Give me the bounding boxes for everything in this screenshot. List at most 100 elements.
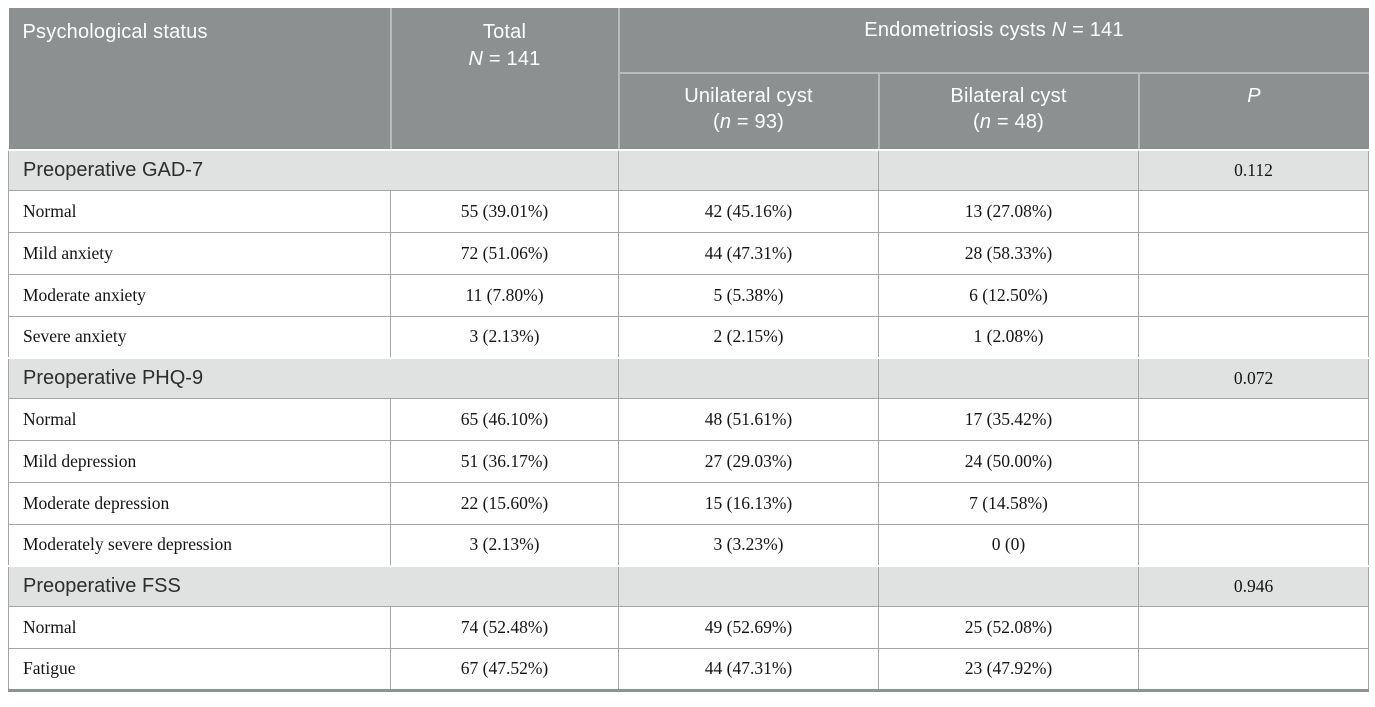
header-bilateral-n: n bbox=[979, 111, 992, 133]
cell-total: 3 (2.13%) bbox=[390, 523, 619, 567]
cell-unilateral: 42 (45.16%) bbox=[618, 189, 879, 233]
table-row: Severe anxiety 3 (2.13%) 2 (2.15%) 1 (2.… bbox=[8, 315, 1370, 359]
row-label: Moderate depression bbox=[8, 481, 391, 525]
header-psychological-status: Psychological status bbox=[8, 8, 392, 151]
cell-bilateral: 7 (14.58%) bbox=[878, 481, 1139, 525]
section-empty-bilateral bbox=[878, 357, 1139, 399]
section-label: Preoperative FSS bbox=[8, 565, 619, 607]
table-row: Fatigue 67 (47.52%) 44 (47.31%) 23 (47.9… bbox=[8, 647, 1370, 692]
row-label: Mild depression bbox=[8, 439, 391, 483]
cell-p bbox=[1137, 397, 1370, 441]
cell-unilateral: 27 (29.03%) bbox=[618, 439, 879, 483]
cell-p bbox=[1137, 189, 1370, 233]
row-label: Normal bbox=[8, 189, 391, 233]
section-row-phq9: Preoperative PHQ-9 0.072 bbox=[8, 357, 1370, 399]
cell-total: 11 (7.80%) bbox=[390, 273, 619, 317]
cell-bilateral: 25 (52.08%) bbox=[878, 605, 1139, 649]
header-row-1: Psychological status Total N = 141 Endom… bbox=[8, 8, 1369, 151]
cell-bilateral: 24 (50.00%) bbox=[878, 439, 1139, 483]
header-p-label: P bbox=[1247, 85, 1261, 107]
table-body: Preoperative GAD-7 0.112 Normal 55 (39.0… bbox=[8, 149, 1370, 692]
header-total: Total N = 141 bbox=[390, 8, 620, 151]
cell-unilateral: 44 (47.31%) bbox=[618, 647, 879, 692]
header-p: P bbox=[1138, 73, 1369, 151]
cell-p bbox=[1137, 439, 1370, 483]
cell-total: 55 (39.01%) bbox=[390, 189, 619, 233]
section-empty-unilateral bbox=[618, 149, 879, 191]
table-row: Mild depression 51 (36.17%) 27 (29.03%) … bbox=[8, 439, 1370, 483]
cell-bilateral: 6 (12.50%) bbox=[878, 273, 1139, 317]
section-empty-bilateral bbox=[878, 565, 1139, 607]
header-unilateral-n-line: (n = 93) bbox=[621, 109, 877, 135]
section-row-gad7: Preoperative GAD-7 0.112 bbox=[8, 149, 1370, 191]
cell-bilateral: 1 (2.08%) bbox=[878, 315, 1139, 359]
table-header: Psychological status Total N = 141 Endom… bbox=[8, 8, 1369, 151]
paren-open: ( bbox=[972, 111, 980, 133]
row-label: Moderate anxiety bbox=[8, 273, 391, 317]
cell-unilateral: 44 (47.31%) bbox=[618, 231, 879, 275]
cell-total: 65 (46.10%) bbox=[390, 397, 619, 441]
cell-total: 67 (47.52%) bbox=[390, 647, 619, 692]
header-unilateral: Unilateral cyst (n = 93) bbox=[618, 73, 880, 151]
section-label: Preoperative PHQ-9 bbox=[8, 357, 619, 399]
cell-bilateral: 23 (47.92%) bbox=[878, 647, 1139, 692]
cell-unilateral: 49 (52.69%) bbox=[618, 605, 879, 649]
cell-p bbox=[1137, 605, 1370, 649]
header-unilateral-rest: = 93) bbox=[731, 111, 785, 133]
header-bilateral-label: Bilateral cyst bbox=[950, 85, 1067, 107]
header-group-text: Endometriosis cysts bbox=[864, 19, 1052, 41]
cell-unilateral: 3 (3.23%) bbox=[618, 523, 879, 567]
row-label: Normal bbox=[8, 397, 391, 441]
header-group-rest: = 141 bbox=[1066, 19, 1124, 41]
cell-unilateral: 15 (16.13%) bbox=[618, 481, 879, 525]
section-empty-bilateral bbox=[878, 149, 1139, 191]
psychological-status-table: Psychological status Total N = 141 Endom… bbox=[8, 8, 1370, 692]
cell-total: 51 (36.17%) bbox=[390, 439, 619, 483]
row-label: Fatigue bbox=[8, 647, 391, 692]
row-label: Severe anxiety bbox=[8, 315, 391, 359]
section-empty-unilateral bbox=[618, 357, 879, 399]
header-bilateral-rest: = 48) bbox=[991, 111, 1045, 133]
row-label: Normal bbox=[8, 605, 391, 649]
section-empty-unilateral bbox=[618, 565, 879, 607]
table-row: Normal 65 (46.10%) 48 (51.61%) 17 (35.42… bbox=[8, 397, 1370, 441]
cell-bilateral: 13 (27.08%) bbox=[878, 189, 1139, 233]
section-p-value: 0.946 bbox=[1137, 565, 1370, 607]
cell-bilateral: 17 (35.42%) bbox=[878, 397, 1139, 441]
cell-unilateral: 2 (2.15%) bbox=[618, 315, 879, 359]
page: Psychological status Total N = 141 Endom… bbox=[8, 8, 1370, 692]
table-row: Moderate depression 22 (15.60%) 15 (16.1… bbox=[8, 481, 1370, 525]
table-row: Moderate anxiety 11 (7.80%) 5 (5.38%) 6 … bbox=[8, 273, 1370, 317]
header-row-2: Unilateral cyst (n = 93) Bilateral cyst … bbox=[9, 73, 1369, 151]
table-row: Moderately severe depression 3 (2.13%) 3… bbox=[8, 523, 1370, 567]
table-row: Mild anxiety 72 (51.06%) 44 (47.31%) 28 … bbox=[8, 231, 1370, 275]
cell-p bbox=[1137, 647, 1370, 692]
header-total-line2: N = 141 bbox=[393, 46, 617, 73]
cell-bilateral: 28 (58.33%) bbox=[878, 231, 1139, 275]
cell-p bbox=[1137, 273, 1370, 317]
cell-unilateral: 48 (51.61%) bbox=[618, 397, 879, 441]
cell-bilateral: 0 (0) bbox=[878, 523, 1139, 567]
cell-total: 3 (2.13%) bbox=[390, 315, 619, 359]
cell-total: 22 (15.60%) bbox=[390, 481, 619, 525]
header-unilateral-n: n bbox=[719, 111, 732, 133]
row-label: Moderately severe depression bbox=[8, 523, 391, 567]
cell-p bbox=[1137, 523, 1370, 567]
section-label: Preoperative GAD-7 bbox=[8, 149, 619, 191]
section-row-fss: Preoperative FSS 0.946 bbox=[8, 565, 1370, 607]
header-unilateral-label: Unilateral cyst bbox=[684, 85, 813, 107]
header-bilateral-n-line: (n = 48) bbox=[881, 109, 1137, 135]
header-total-n: N bbox=[468, 48, 484, 70]
header-group-n: N bbox=[1051, 19, 1067, 41]
cell-total: 72 (51.06%) bbox=[390, 231, 619, 275]
header-endometriosis-group: Endometriosis cysts N = 141 bbox=[618, 8, 1369, 74]
row-label: Mild anxiety bbox=[8, 231, 391, 275]
cell-p bbox=[1137, 231, 1370, 275]
header-total-rest: = 141 bbox=[483, 48, 541, 70]
paren-open: ( bbox=[712, 111, 720, 133]
section-p-value: 0.072 bbox=[1137, 357, 1370, 399]
header-total-line1: Total bbox=[482, 21, 527, 43]
table-row: Normal 55 (39.01%) 42 (45.16%) 13 (27.08… bbox=[8, 189, 1370, 233]
cell-total: 74 (52.48%) bbox=[390, 605, 619, 649]
cell-p bbox=[1137, 481, 1370, 525]
